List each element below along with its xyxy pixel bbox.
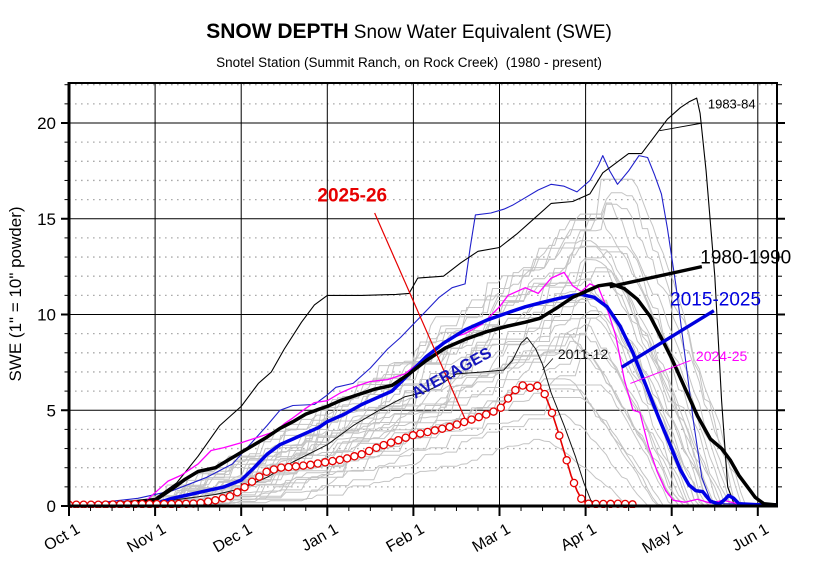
- annotation-2025-26: 2025-26: [317, 185, 388, 207]
- data-point-marker: [255, 472, 264, 481]
- data-point-marker: [555, 431, 564, 440]
- leader-line: [620, 309, 715, 369]
- data-point-marker: [225, 491, 235, 501]
- x-tick-label: Mar 1: [470, 521, 514, 556]
- y-tick-labels: 0 5 10 15 20: [37, 114, 56, 516]
- annotation-1983-84: 1983-84: [707, 96, 756, 112]
- data-point-marker: [503, 394, 513, 403]
- y-tick-label: 15: [37, 210, 56, 229]
- data-point-marker: [291, 462, 301, 471]
- series-2011-12: [69, 337, 646, 506]
- data-point-marker: [540, 389, 549, 399]
- data-point-marker: [379, 440, 388, 450]
- data-point-marker: [445, 422, 454, 432]
- data-point-marker: [423, 427, 432, 437]
- gray-year-line: [69, 271, 777, 507]
- annotation-2015-2025: 2015-2025: [670, 289, 762, 311]
- data-point-marker: [467, 415, 476, 424]
- data-point-marker: [203, 497, 213, 506]
- data-point-marker: [496, 403, 506, 412]
- data-point-marker: [335, 455, 345, 465]
- data-point-marker: [306, 460, 315, 470]
- data-point-marker: [474, 412, 484, 422]
- data-point-marker: [211, 496, 220, 505]
- data-point-marker: [459, 417, 469, 427]
- x-tick-label: May 1: [639, 521, 685, 558]
- y-tick-label: 0: [47, 497, 56, 516]
- annotation-2011-12: 2011-12: [557, 345, 609, 362]
- data-point-marker: [320, 458, 330, 467]
- gray-year-line: [69, 192, 777, 507]
- annotation-leader-lines: [374, 122, 715, 420]
- data-point-marker: [233, 488, 242, 497]
- page-title: SNOW DEPTH Snow Water Equivalent (SWE): [0, 20, 818, 44]
- x-tick-label: Oct 1: [41, 521, 83, 555]
- x-tick-label: Jan 1: [299, 521, 341, 555]
- data-point-marker: [569, 478, 579, 488]
- series-1983-84: [69, 97, 777, 506]
- axes: [67, 82, 778, 508]
- data-point-marker: [284, 462, 293, 472]
- data-point-marker: [372, 443, 381, 453]
- data-point-marker: [416, 429, 425, 438]
- data-point-marker: [401, 433, 410, 442]
- data-point-marker: [328, 456, 337, 466]
- data-point-marker: [525, 383, 535, 392]
- y-tick-label: 10: [37, 306, 56, 325]
- data-point-marker: [481, 410, 491, 419]
- chart-subtitle: Snotel Station (Summit Ranch, on Rock Cr…: [216, 55, 602, 70]
- data-point-marker: [533, 381, 542, 391]
- tick-marks: [61, 84, 785, 516]
- data-point-marker: [430, 426, 440, 435]
- data-point-marker: [511, 385, 520, 395]
- x-tick-label: Dec 1: [211, 521, 256, 557]
- leader-line: [630, 359, 691, 384]
- data-point-marker: [386, 438, 396, 447]
- data-point-marker: [394, 435, 403, 445]
- data-point-marker: [547, 408, 557, 418]
- leader-line: [659, 122, 703, 132]
- data-point-marker: [408, 431, 418, 440]
- x-tick-label: Apr 1: [558, 521, 600, 555]
- data-point-marker: [342, 454, 352, 463]
- y-tick-label: 20: [37, 114, 56, 133]
- data-point-marker: [364, 446, 374, 456]
- data-point-marker: [218, 493, 227, 503]
- leader-line: [374, 212, 466, 420]
- annotation-1980-1990: 1980-1990: [700, 247, 792, 269]
- data-point-marker: [489, 407, 498, 416]
- y-tick-label: 5: [47, 401, 56, 420]
- data-point-marker: [562, 456, 571, 465]
- data-point-marker: [350, 452, 359, 461]
- series-2024-25: [69, 271, 763, 506]
- leader-line: [609, 264, 703, 289]
- gray-year-line: [69, 340, 777, 507]
- data-point-marker: [518, 381, 527, 390]
- title-main: SNOW DEPTH: [206, 20, 349, 43]
- data-point-marker: [452, 420, 462, 429]
- data-point-marker: [313, 459, 323, 468]
- data-point-marker: [357, 450, 366, 459]
- leader-line: [542, 358, 554, 371]
- data-point-marker: [437, 424, 447, 433]
- series-2015-2025-average: [69, 292, 777, 507]
- data-point-marker: [240, 482, 249, 492]
- data-point-marker: [276, 463, 286, 472]
- x-tick-label: Jun 1: [729, 521, 771, 555]
- data-point-marker: [298, 461, 308, 470]
- data-point-marker: [262, 467, 271, 477]
- data-point-marker: [247, 477, 257, 486]
- title-sub: Snow Water Equivalent (SWE): [348, 22, 612, 43]
- annotation-2024-25: 2024-25: [695, 347, 748, 364]
- x-tick-label: Nov 1: [124, 521, 169, 557]
- x-tick-labels: Oct 1 Nov 1 Dec 1 Jan 1 Feb 1 Mar 1 Apr 1 May 1…: [41, 521, 771, 558]
- series-unlabeled-high-year-thin-blue-: [69, 155, 750, 505]
- series-1980-1990-average: [69, 282, 777, 507]
- data-point-marker: [269, 465, 279, 474]
- gray-year-line: [69, 213, 777, 506]
- data-point-marker: [577, 494, 586, 503]
- x-tick-label: Feb 1: [383, 521, 427, 556]
